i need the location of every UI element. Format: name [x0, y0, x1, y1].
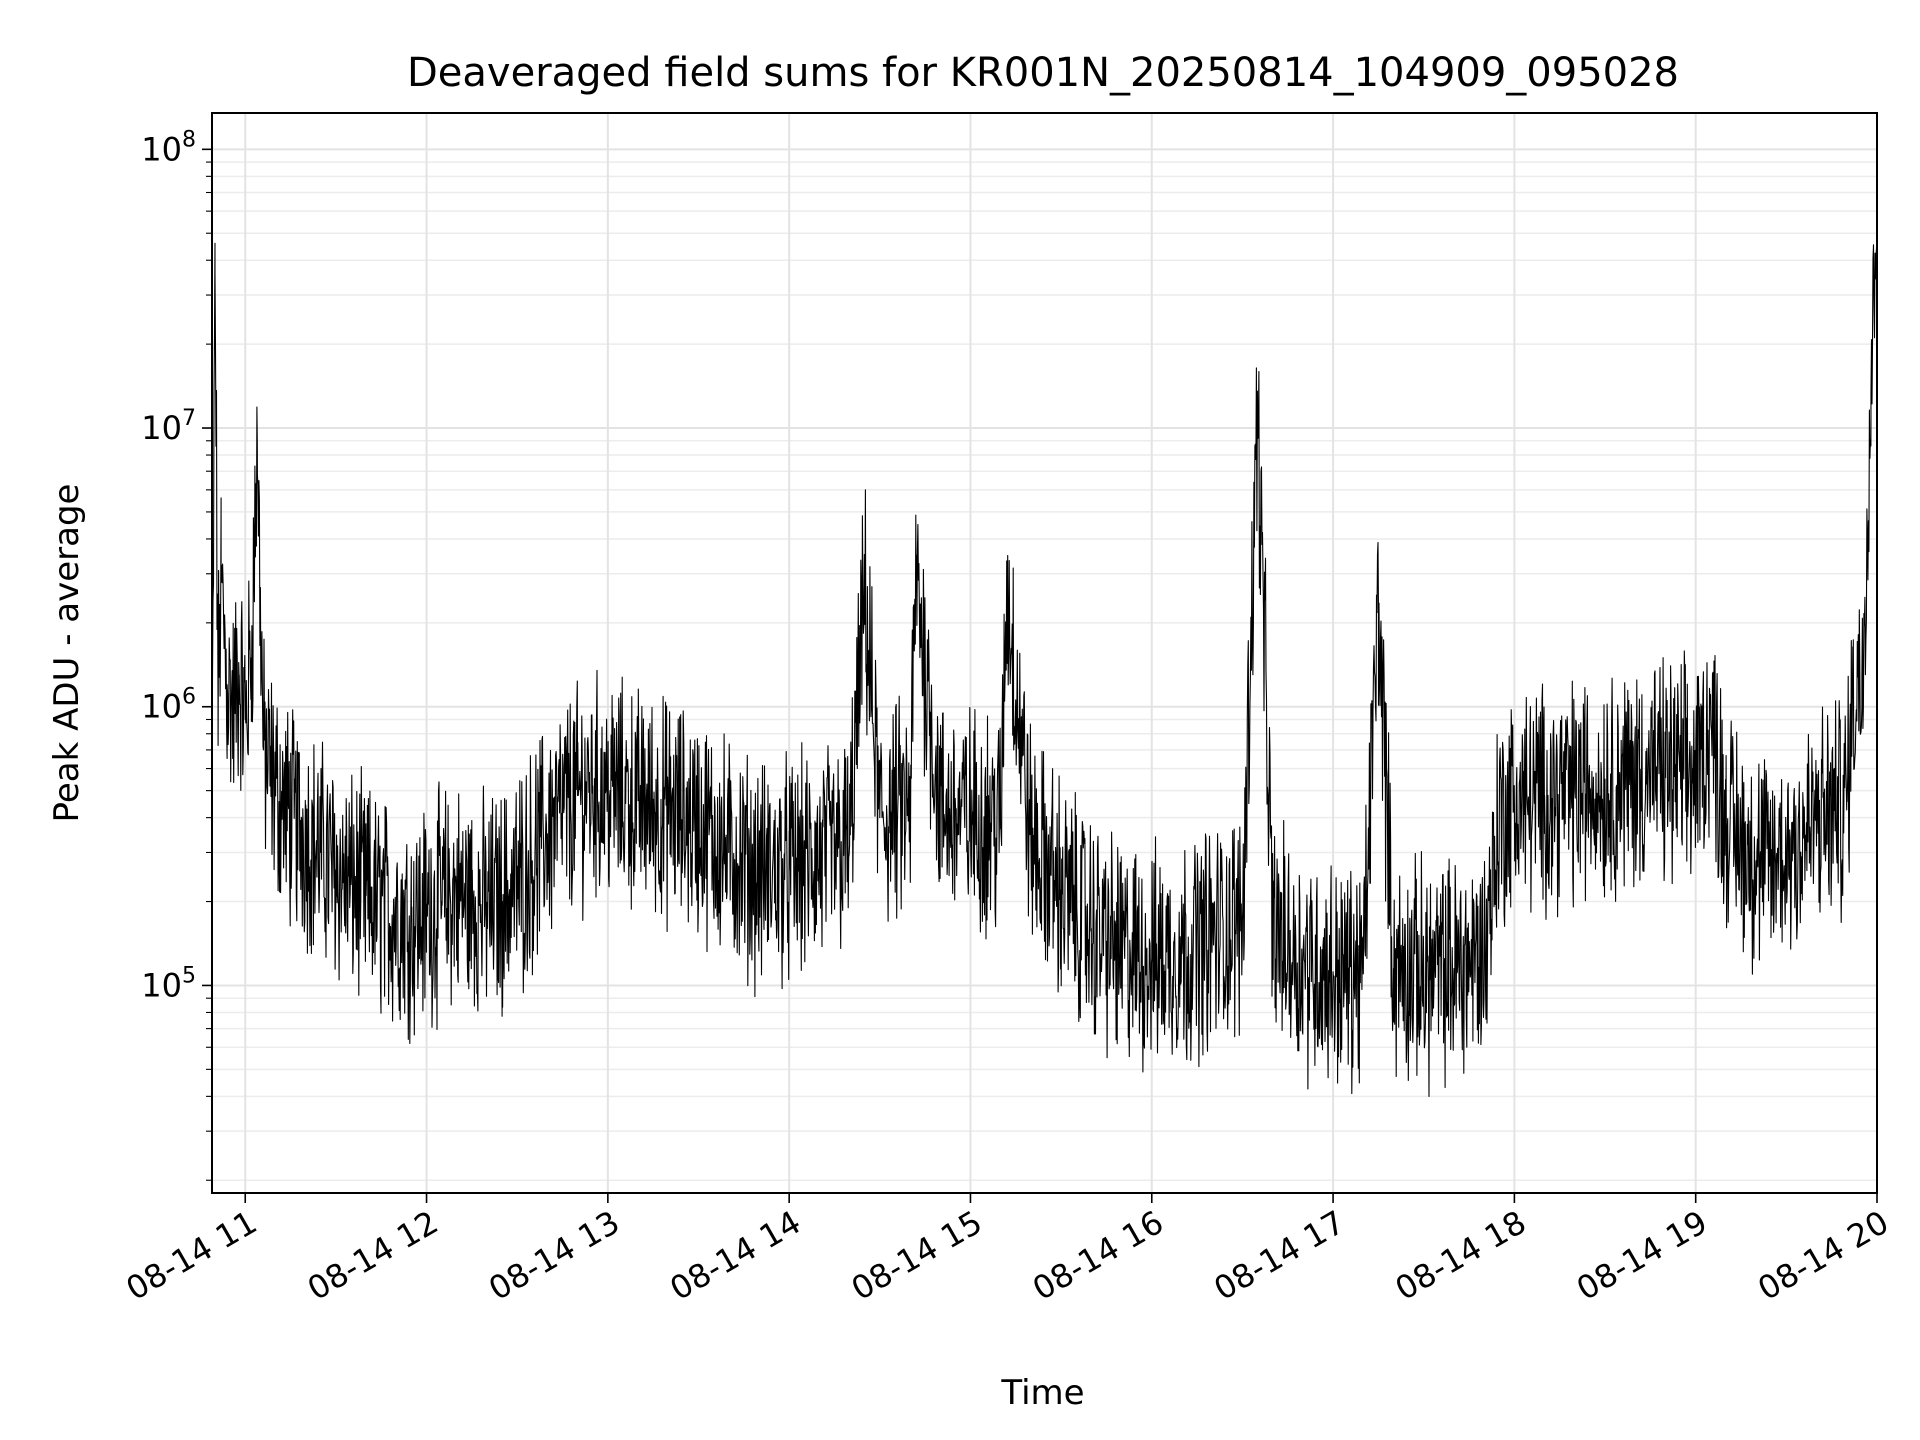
plot-frame: [211, 112, 1878, 1194]
series-layer: [211, 162, 1878, 1098]
y-tick-label: 105: [141, 963, 196, 1004]
y-tick-label: 107: [141, 406, 196, 447]
chart-title: Deaveraged field sums for KR001N_2025081…: [407, 50, 1679, 96]
y-tick-label: 108: [141, 127, 196, 168]
y-axis-label: Peak ADU - average: [47, 484, 87, 823]
y-tick-label: 106: [141, 685, 196, 726]
y-axis-ticks: 105 106 107 108: [141, 127, 212, 1181]
x-axis-label: Time: [1000, 1373, 1084, 1413]
series-line-peak-adu: [211, 162, 1878, 1098]
